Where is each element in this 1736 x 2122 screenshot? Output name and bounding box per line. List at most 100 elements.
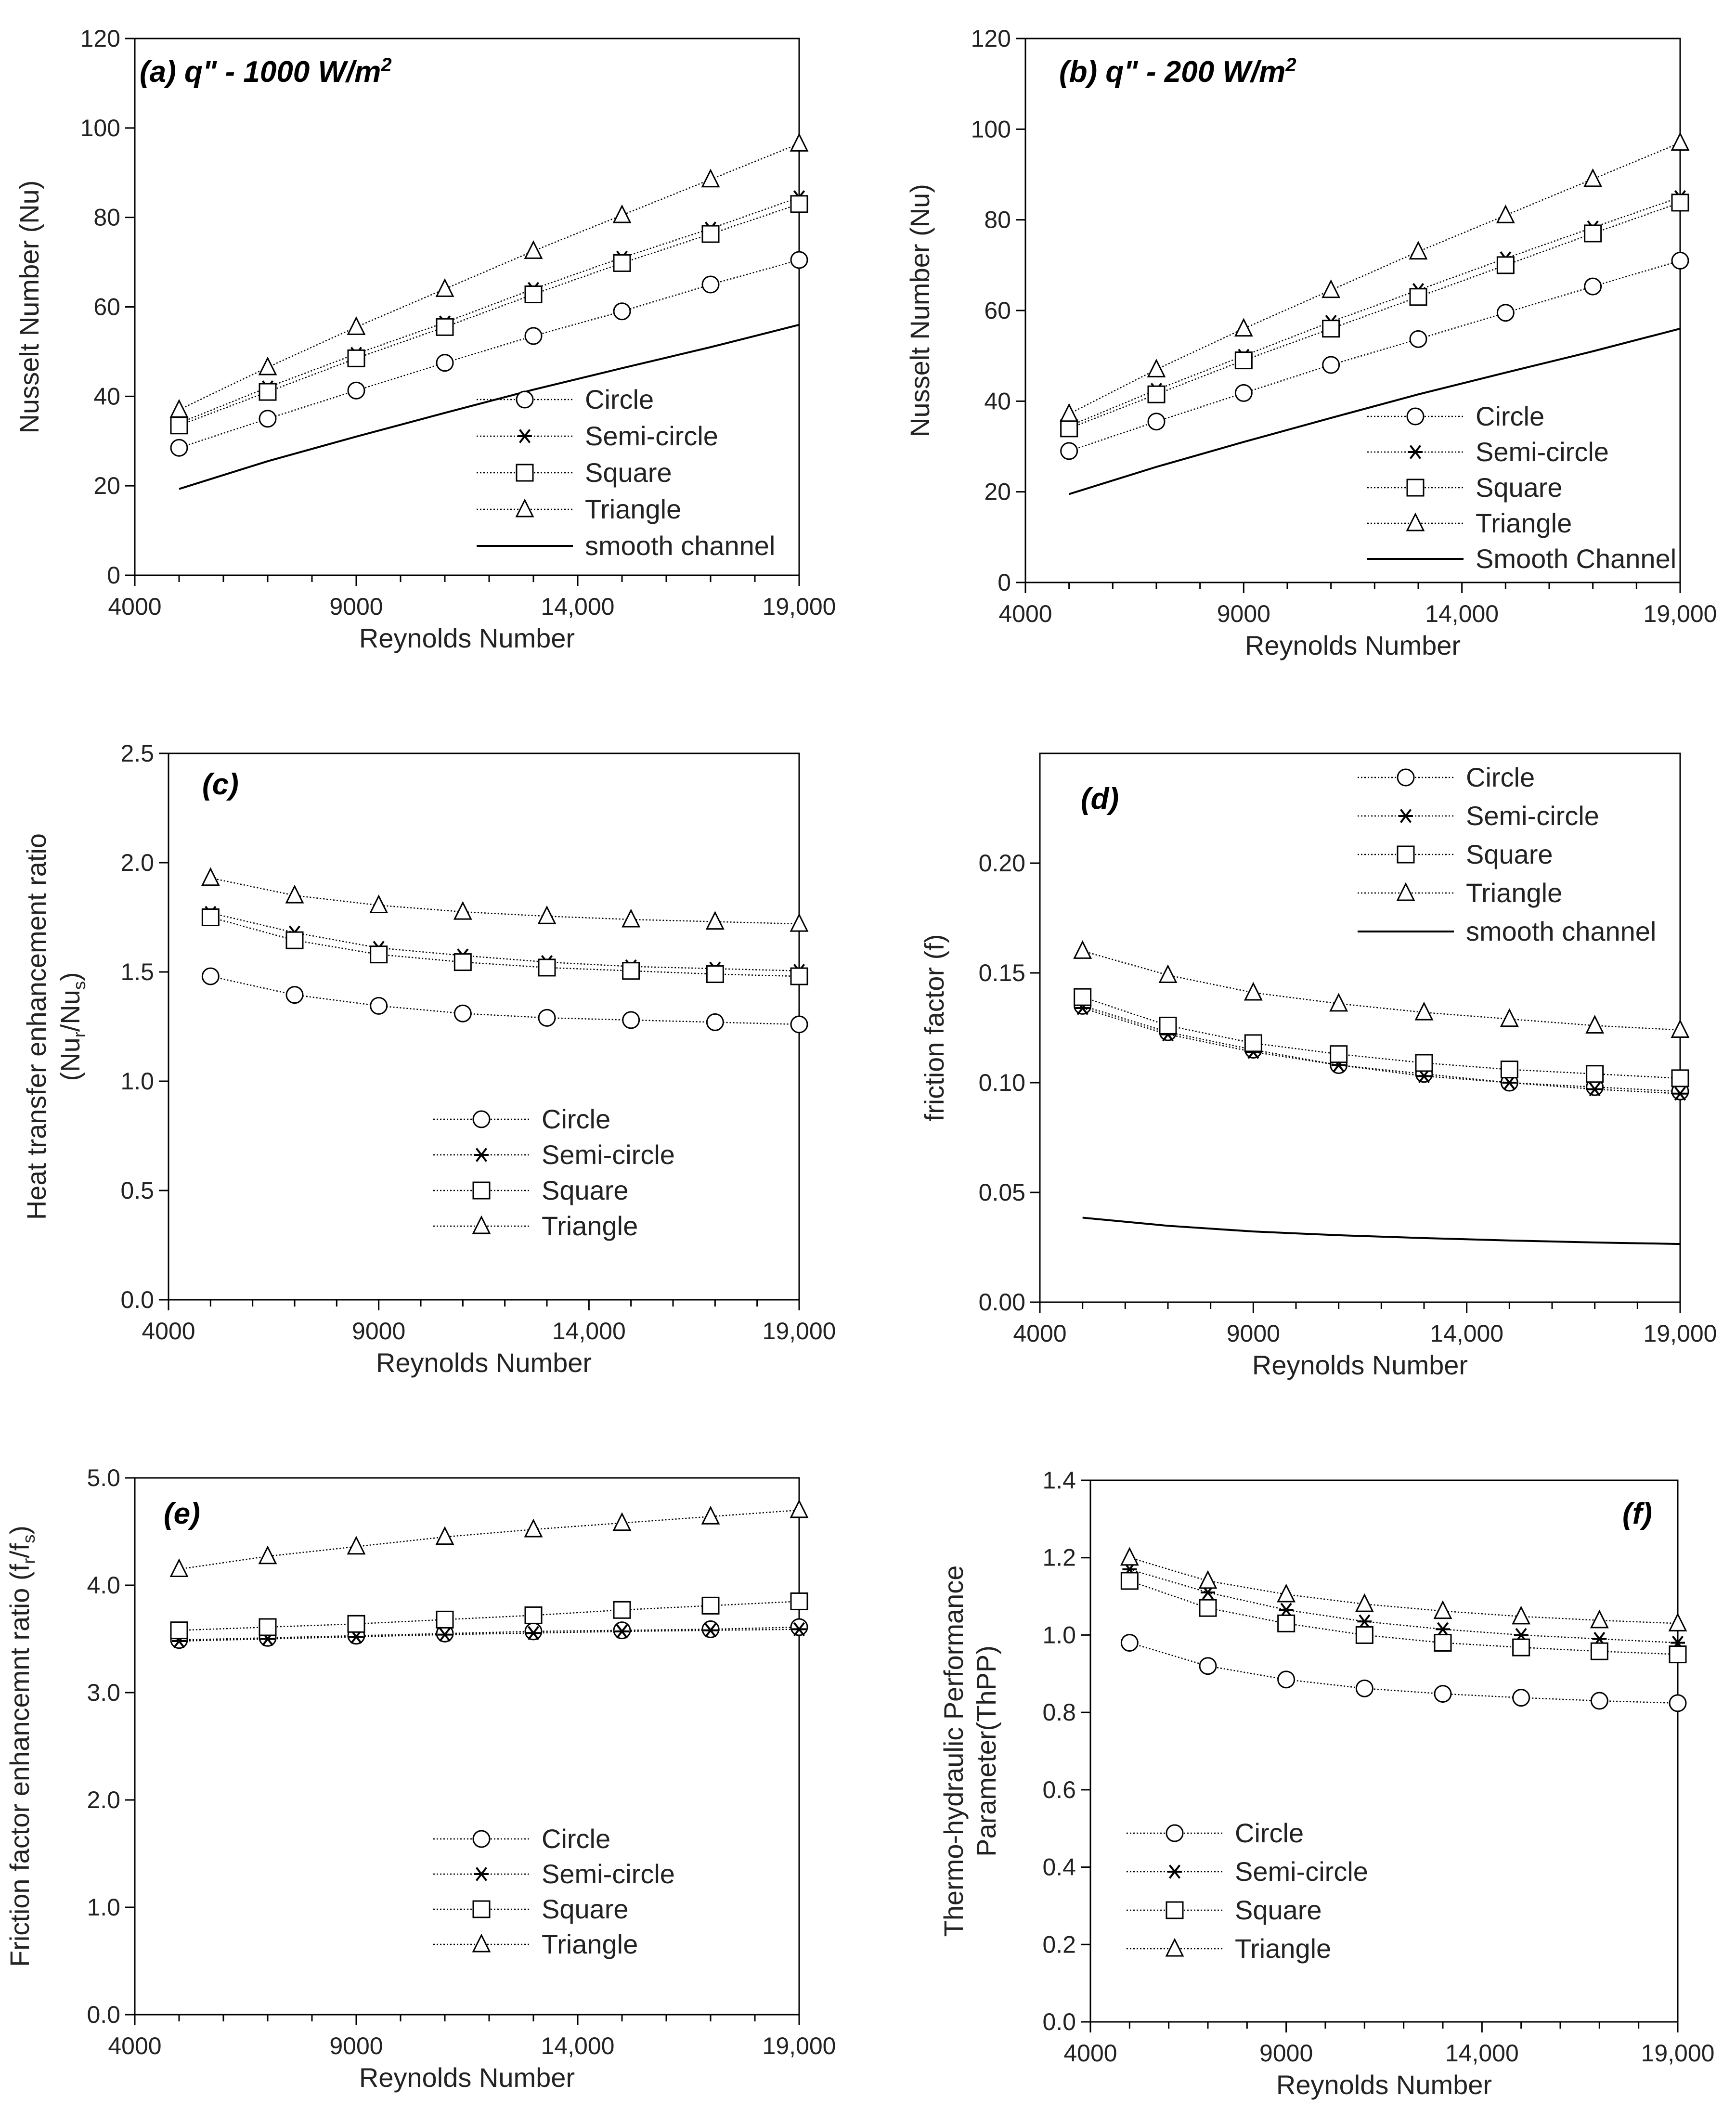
data-point [347,1536,366,1555]
data-point [1590,1692,1608,1710]
x-tick-label: 9000 [352,1318,405,1345]
data-point [622,1011,640,1029]
data-point [170,1621,188,1640]
legend-label: Square [542,1175,629,1205]
legend-item-triangle: Triangle [1127,1933,1331,1964]
data-point [201,967,220,985]
data-point [1074,988,1092,1006]
panel-title: (e) [164,1497,200,1530]
y-tick-label: 20 [984,479,1011,505]
data-point [1414,1001,1434,1021]
plot-frame [134,1477,800,2016]
legend-marker [515,498,534,518]
y-axis-label-line2: Parameter(ThPP) [971,1645,1001,1857]
series-line [1069,327,1681,495]
series-line [179,1601,800,1631]
y-axis-label: friction factor (f) [919,934,949,1122]
data-point [790,1618,808,1636]
x-tick-label: 19,000 [763,2032,836,2059]
series-triangle [1073,940,1690,1038]
legend-item-circle: Circle [1367,401,1544,431]
data-point [1234,351,1253,370]
data-point [1277,1583,1296,1603]
data-point [259,383,277,401]
legend-item-semi-circle: Semi-circle [1367,437,1609,467]
legend: Circle Semi-circle Square Triangle smooth ch… [1358,762,1656,946]
data-point [1415,1054,1433,1072]
data-point [1120,1634,1139,1652]
legend-label: Triangle [542,1929,638,1959]
legend-item-semi-circle: Semi-circle [1358,801,1599,831]
legend-marker [472,1933,491,1953]
y-tick-label: 80 [93,204,120,231]
legend-marker [472,1830,491,1848]
data-point [1512,1638,1530,1656]
data-point [790,133,809,152]
x-tick-label: 19,000 [763,593,836,620]
series-line [179,1509,800,1570]
panel-title: (d) [1081,782,1119,815]
series-square [1060,194,1689,438]
legend-marker [1166,1901,1184,1919]
series-line [179,196,800,424]
data-point [436,318,454,336]
x-tick-label: 14,000 [1430,1320,1503,1347]
legend-item-smooth-channel: smooth channel [1358,916,1656,946]
data-point [1673,1087,1687,1101]
data-point [169,1558,189,1578]
data-point [612,1512,632,1531]
data-point [790,913,809,932]
y-tick-label: 1.0 [87,1894,120,1921]
x-tick-label: 14,000 [541,2032,615,2059]
x-axis-label: Reynolds Number [376,1347,592,1378]
y-tick-label: 1.2 [1042,1544,1076,1571]
series-line [179,1626,800,1641]
legend-item-circle: Circle [433,1824,610,1854]
series-line [179,203,800,426]
legend-item-triangle: Triangle [433,1929,638,1959]
data-point [790,1499,809,1518]
y-tick-label: 0.6 [1042,1776,1076,1803]
legend-marker [1397,768,1415,787]
series-circle [1120,1634,1687,1712]
y-tick-label: 40 [984,388,1011,414]
series-line [179,259,800,449]
y-axis-label: Nusselt Number (Nu) [14,181,44,434]
legend-marker [516,390,534,409]
y-tick-label: 1.0 [1042,1621,1076,1648]
series-square [1120,1572,1687,1664]
y-tick-label: 0.0 [120,1286,154,1313]
series-square [170,1592,808,1640]
legend-item-semi-circle: Semi-circle [1127,1856,1368,1887]
data-point [1671,194,1689,212]
legend-marker [516,464,534,482]
x-tick-label: 14,000 [541,593,615,620]
data-point [1586,1065,1604,1083]
legend-label: Semi-circle [1466,801,1599,831]
legend-label: Circle [542,1824,610,1854]
series-line [210,917,800,977]
y-tick-label: 1.4 [1042,1467,1076,1494]
legend: Circle Semi-circle Square Triangle [433,1104,675,1241]
data-point [524,240,543,259]
data-point [258,356,277,375]
data-point [790,1015,808,1034]
legend: Circle Semi-circle Square Triangle [1127,1818,1368,1964]
data-point [701,1505,720,1525]
legend-label: Semi-circle [1476,437,1609,467]
y-tick-label: 0.15 [979,959,1025,986]
y-axis-label-line2: (Nur/Nus) [55,972,89,1081]
legend-label: Square [1235,1895,1322,1925]
data-point [347,316,366,335]
legend-marker [474,1867,489,1881]
legend-marker [472,1215,491,1234]
data-point [1120,1572,1139,1590]
legend-label: smooth channel [1466,916,1656,946]
series-smooth-channel [179,323,800,490]
data-point [790,195,808,213]
x-tick-label: 19,000 [1644,600,1717,627]
legend: Circle Semi-circle Square Triangle smooth ch… [477,384,775,561]
x-tick-label: 4000 [1063,2040,1117,2067]
data-point [538,1009,556,1027]
y-axis-label: Thermo-hydraulic Performance [938,1566,969,1937]
